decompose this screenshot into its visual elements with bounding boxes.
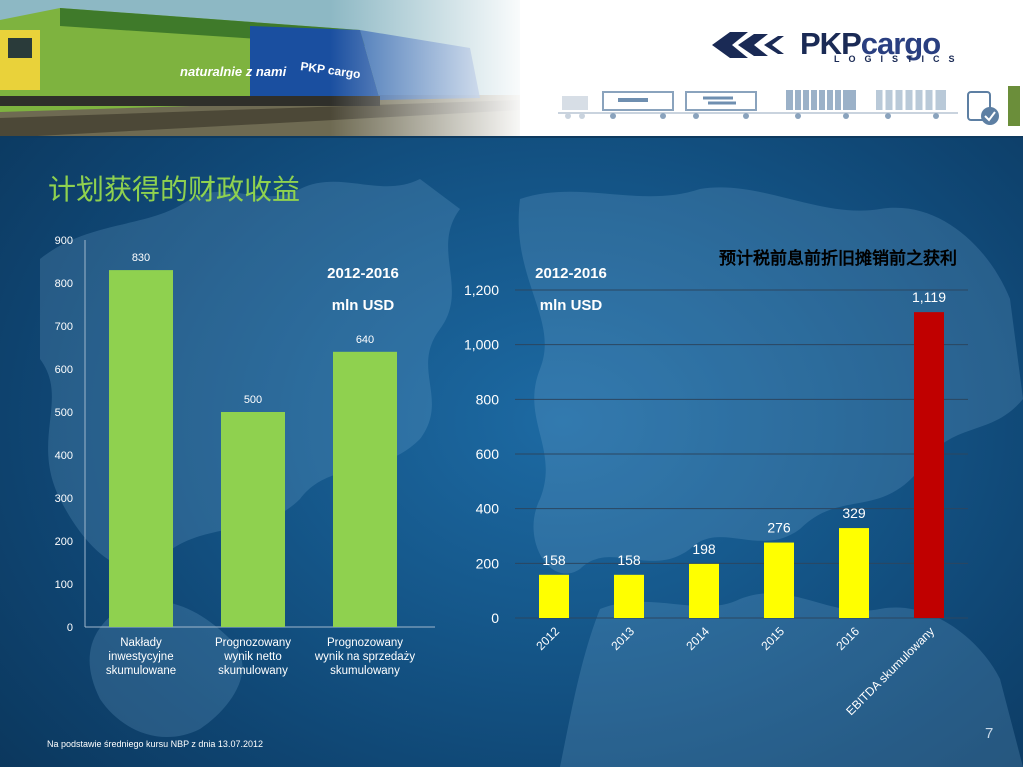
left-category-label: skumulowane xyxy=(106,665,176,677)
right-y-tick-label: 0 xyxy=(491,610,499,626)
right-category-label: 2014 xyxy=(683,624,712,653)
logistics-icons-strip xyxy=(558,86,1020,126)
left-bars xyxy=(109,270,397,627)
left-category-label: Nakłady xyxy=(120,637,162,649)
chart-right: 0 200 400 600 800 1,000 1,200 158 2012 158 2013 19… xyxy=(464,248,968,718)
right-y-tick-label: 1,000 xyxy=(464,337,499,353)
header-divider xyxy=(0,136,1023,138)
header-fade xyxy=(330,0,530,138)
logo-wordmark: PKPcargo xyxy=(800,26,941,62)
right-period-label: 2012-2016 xyxy=(535,265,607,282)
right-labels: 158 2012 158 2013 198 2014 276 2015 329 2016 1,119… xyxy=(533,289,946,718)
left-unit-label: mln USD xyxy=(332,297,395,314)
left-category-label: inwestycyjne xyxy=(108,651,173,663)
logo-wordmark-cargo: cargo xyxy=(860,26,941,61)
logo-subtitle: LOGISTICS xyxy=(834,54,964,64)
right-bar-value-label: 158 xyxy=(617,552,641,568)
left-bar xyxy=(333,351,397,627)
left-category-label: wynik na sprzedaży xyxy=(314,651,416,663)
train-slogan: naturalnie z nami xyxy=(180,64,287,79)
right-bar xyxy=(839,528,869,618)
right-bar-value-label: 198 xyxy=(692,541,716,557)
right-bars xyxy=(539,312,944,618)
right-y-tick-label: 600 xyxy=(476,446,500,462)
right-bar xyxy=(539,574,569,618)
left-y-tick-label: 800 xyxy=(55,278,73,290)
header-band: naturalnie z nami PKP cargo PKPcargo LOG… xyxy=(0,0,1023,138)
right-bar xyxy=(764,542,794,618)
left-labels: 830 Nakłady inwestycyjne skumulowane 500 Prog… xyxy=(106,252,416,677)
left-bar-value-label: 500 xyxy=(244,394,262,406)
left-bar xyxy=(221,412,285,627)
logo-wordmark-pkp: PKP xyxy=(800,26,862,61)
page-number: 7 xyxy=(985,725,994,742)
left-bar-value-label: 830 xyxy=(132,252,150,264)
left-y-tick-label: 500 xyxy=(55,407,73,419)
left-y-tick-label: 400 xyxy=(55,450,73,462)
left-bar-value-label: 640 xyxy=(356,334,374,346)
left-y-tick-label: 900 xyxy=(55,235,73,247)
left-category-label: wynik netto xyxy=(223,651,282,663)
left-y-tick-label: 0 xyxy=(67,622,73,634)
right-unit-label: mln USD xyxy=(540,297,603,314)
left-category-label: Prognozowany xyxy=(215,637,291,649)
left-category-label: skumulowany xyxy=(330,665,400,677)
left-category-label: skumulowany xyxy=(218,665,288,677)
left-category-label: Prognozowany xyxy=(327,637,403,649)
right-y-tick-label: 1,200 xyxy=(464,282,499,298)
right-category-label: 2016 xyxy=(833,624,862,653)
right-y-tick-label: 200 xyxy=(476,555,500,571)
left-y-tick-label: 100 xyxy=(55,579,73,591)
right-bar-value-label: 276 xyxy=(767,520,791,536)
right-bar-value-label: 1,119 xyxy=(912,289,946,305)
chart-left: 0 100 200 300 400 500 600 700 800 900 830 Nakłady i… xyxy=(55,235,435,677)
right-y-tick-label: 400 xyxy=(476,501,500,517)
train-photo: naturalnie z nami PKP cargo xyxy=(0,0,520,138)
footnote: Na podstawie średniego kursu NBP z dnia … xyxy=(47,739,263,749)
right-bar-highlight xyxy=(914,312,944,618)
right-category-label: 2012 xyxy=(533,624,562,653)
right-y-tick-label: 800 xyxy=(476,391,500,407)
right-category-label: 2013 xyxy=(608,624,637,653)
pkp-cargo-logo-icon xyxy=(712,32,784,58)
left-bar xyxy=(109,270,173,627)
right-bar xyxy=(689,563,719,618)
right-gridlines: 0 200 400 600 800 1,000 1,200 xyxy=(464,282,968,626)
train-illustration: naturalnie z nami PKP cargo xyxy=(0,0,520,138)
left-y-tick-label: 600 xyxy=(55,364,73,376)
right-bar-value-label: 329 xyxy=(842,505,866,521)
left-y-tick-label: 700 xyxy=(55,321,73,333)
left-period-label: 2012-2016 xyxy=(327,265,399,282)
right-category-label: 2015 xyxy=(758,624,787,653)
left-y-tick-label: 300 xyxy=(55,493,73,505)
slide-title: 计划获得的财政收益 xyxy=(48,173,301,206)
right-bar-value-label: 158 xyxy=(542,552,566,568)
right-bar xyxy=(614,574,644,618)
left-y-tick-label: 200 xyxy=(55,536,73,548)
right-chart-title: 预计税前息前折旧摊销前之获利 xyxy=(719,248,957,269)
